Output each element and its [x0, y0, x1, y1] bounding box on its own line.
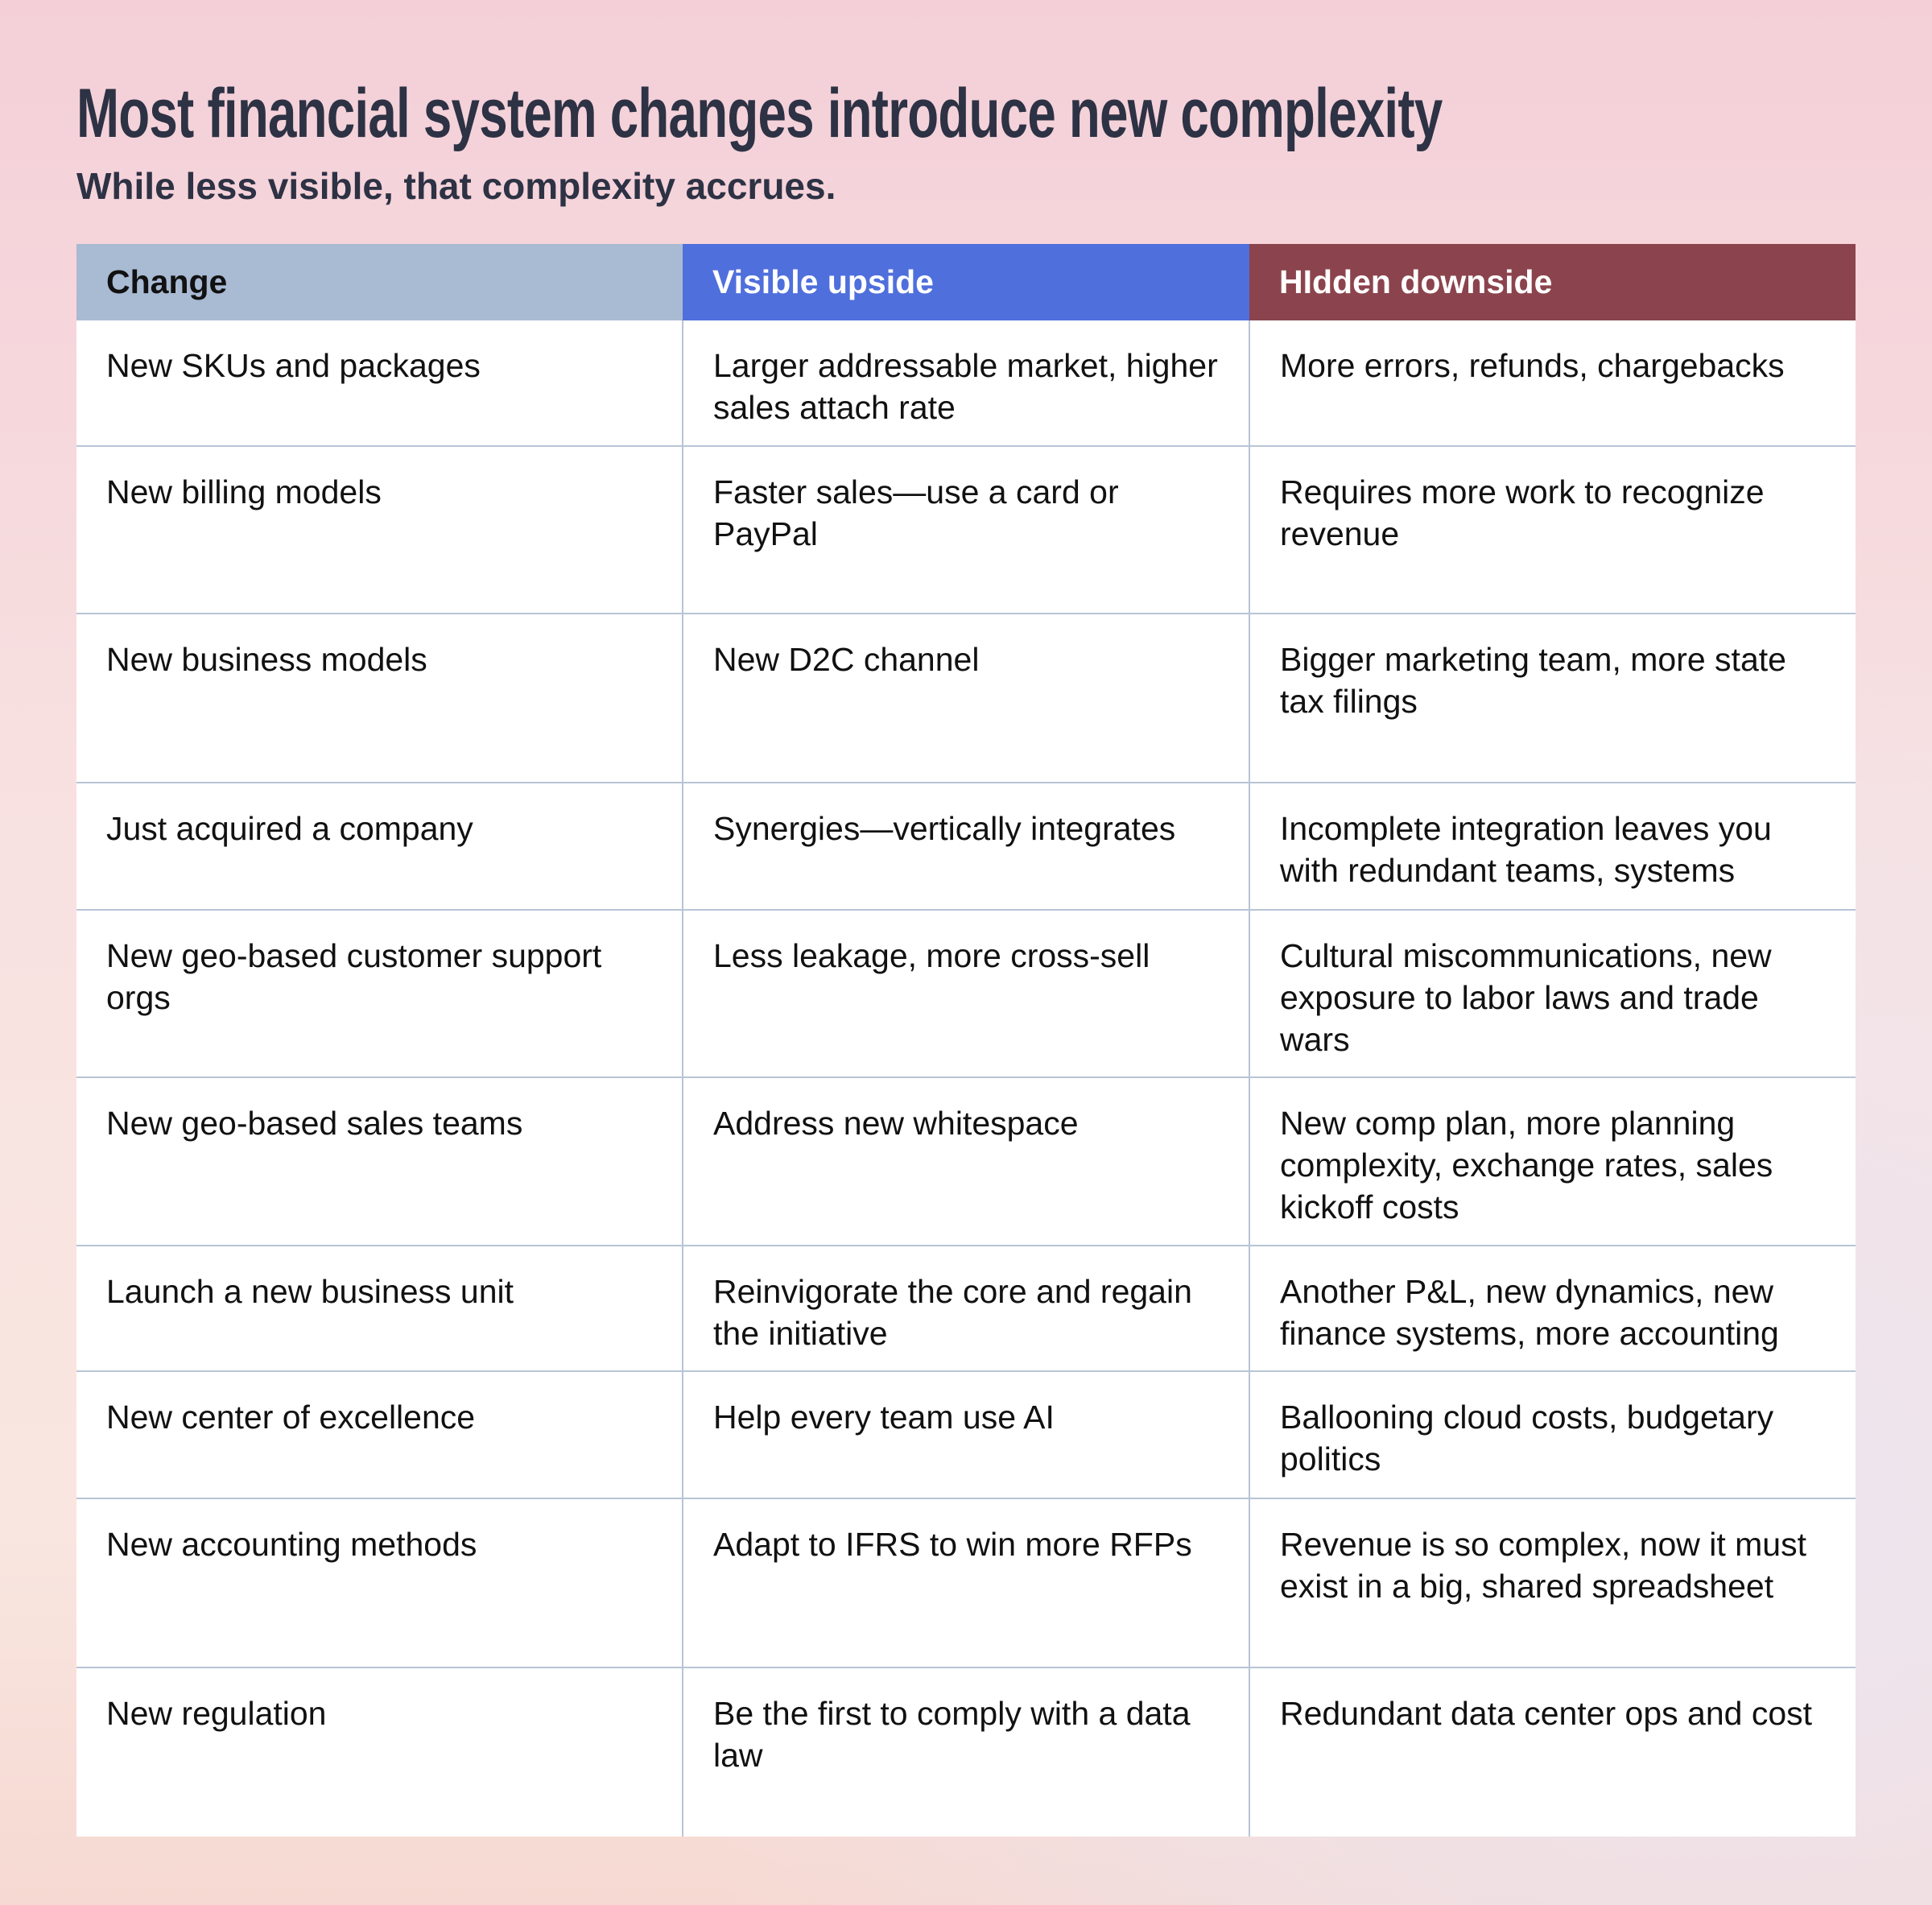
table-row: New business models New D2C channel Bigger… [76, 613, 1856, 783]
table-row: Just acquired a company Synergies—vertica… [76, 782, 1856, 910]
subtitle: While less visible, that complexity accr… [76, 165, 836, 207]
table-cell: New center of excellence [76, 1370, 683, 1498]
table-row: Launch a new business unit Reinvigorate t… [76, 1245, 1856, 1371]
table-body: New SKUs and packages Larger addressable … [76, 320, 1856, 1837]
table-cell: More errors, refunds, chargebacks [1249, 320, 1856, 446]
table-cell: Adapt to IFRS to win more RFPs [682, 1498, 1249, 1667]
table-cell: New billing models [76, 445, 683, 614]
table-cell: New business models [76, 613, 683, 783]
table-cell: Incomplete integration leaves you with r… [1249, 782, 1856, 910]
table-cell: Synergies—vertically integrates [682, 782, 1249, 910]
table-cell: New accounting methods [76, 1498, 683, 1667]
table-row: New SKUs and packages Larger addressable … [76, 320, 1856, 446]
table-cell: Another P&L, new dynamics, new finance s… [1249, 1245, 1856, 1371]
header-row: Change Visible upside HIdden downside [76, 244, 1856, 320]
table-cell: Faster sales—use a card or PayPal [682, 445, 1249, 614]
table-cell: Address new whitespace [682, 1076, 1249, 1246]
table-row: New center of excellence Help every team … [76, 1370, 1856, 1498]
table-cell: New SKUs and packages [106, 347, 481, 384]
table-cell: Bigger marketing team, more state tax fi… [1249, 613, 1856, 783]
column-header: Change [76, 244, 683, 320]
column-header: HIdden downside [1249, 244, 1856, 320]
table-cell: Larger addressable market, higher sales … [682, 320, 1249, 446]
table-cell: Less leakage, more cross-sell [682, 909, 1249, 1077]
table-row: New accounting methods Adapt to IFRS to w… [76, 1498, 1856, 1667]
column-header: Visible upside [683, 244, 1249, 320]
table-row: New geo-based customer support orgs Less … [76, 909, 1856, 1077]
table-cell: Be the first to comply with a data law [682, 1667, 1249, 1837]
table-cell: New regulation [76, 1667, 683, 1837]
table-cell: Requires more work to recognize revenue [1249, 445, 1856, 614]
title: Most financial system changes introduce … [76, 75, 1443, 152]
table-cell: Cultural miscommunications, new exposure… [1249, 909, 1856, 1077]
table-cell: Revenue is so complex, now it must exist… [1249, 1498, 1856, 1667]
table-row: New regulation Be the first to comply wit… [76, 1667, 1856, 1837]
table-cell: New D2C channel [682, 613, 1249, 783]
comparison-table: Change Visible upside HIdden downside New … [76, 244, 1856, 1837]
table-cell: Redundant data center ops and cost [1249, 1667, 1856, 1837]
table-cell: Just acquired a company [76, 782, 683, 910]
table-cell: Launch a new business unit [76, 1245, 683, 1371]
table-cell: New comp plan, more planning complexity,… [1249, 1076, 1856, 1246]
table-row: New billing models Faster sales—use a car… [76, 445, 1856, 614]
table-row: New geo-based sales teams Address new whi… [76, 1076, 1856, 1246]
table-cell: New geo-based sales teams [76, 1076, 683, 1246]
table-cell: Ballooning cloud costs, budgetary politi… [1249, 1370, 1856, 1498]
table-cell: Help every team use AI [682, 1370, 1249, 1498]
table-cell: New geo-based customer support orgs [76, 909, 683, 1077]
table-cell: Reinvigorate the core and regain the ini… [682, 1245, 1249, 1371]
